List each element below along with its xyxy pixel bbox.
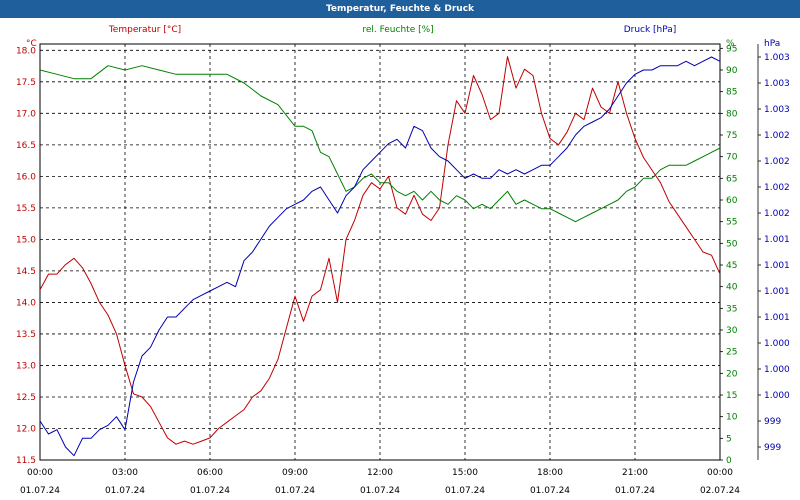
series-line-humidity xyxy=(39,65,721,223)
pressure-tick-label: 1.002 xyxy=(764,131,790,141)
x-tick-time: 00:00 xyxy=(707,468,733,478)
pressure-tick-label: 999 xyxy=(764,443,781,453)
x-tick-time: 09:00 xyxy=(282,468,308,478)
x-tick-time: 03:00 xyxy=(112,468,138,478)
pressure-tick-label: 1.002 xyxy=(764,209,790,219)
x-tick-date: 01.07.24 xyxy=(105,486,145,496)
humidity-tick-label: 40 xyxy=(726,283,738,293)
temperature-unit-label: °C xyxy=(26,39,37,49)
x-tick-date: 01.07.24 xyxy=(530,486,570,496)
temperature-tick-label: 12.0 xyxy=(16,424,36,434)
pressure-tick-label: 1.001 xyxy=(764,313,790,323)
pressure-axis-label: Druck [hPa] xyxy=(624,25,677,35)
humidity-tick-label: 5 xyxy=(726,434,732,444)
pressure-tick-label: 1.003 xyxy=(764,53,790,63)
series-line-pressure xyxy=(39,56,721,457)
x-tick-date: 01.07.24 xyxy=(190,486,230,496)
humidity-tick-label: 45 xyxy=(726,261,737,271)
x-tick-time: 06:00 xyxy=(197,468,223,478)
humidity-tick-label: 15 xyxy=(726,391,737,401)
pressure-tick-label: 1.002 xyxy=(764,183,790,193)
pressure-unit-label: hPa xyxy=(764,39,780,49)
temperature-tick-label: 15.0 xyxy=(16,235,36,245)
humidity-tick-label: 90 xyxy=(726,66,738,76)
x-tick-time: 12:00 xyxy=(367,468,393,478)
temperature-tick-label: 13.0 xyxy=(16,361,36,371)
humidity-tick-label: 0 xyxy=(726,456,732,466)
x-tick-date: 01.07.24 xyxy=(20,486,60,496)
humidity-tick-label: 50 xyxy=(726,239,738,249)
x-tick-time: 18:00 xyxy=(537,468,563,478)
humidity-tick-label: 65 xyxy=(726,174,737,184)
x-tick-time: 15:00 xyxy=(452,468,478,478)
pressure-tick-label: 1.000 xyxy=(764,339,790,349)
pressure-tick-label: 1.001 xyxy=(764,287,790,297)
humidity-unit-label: % xyxy=(726,39,735,49)
temperature-tick-label: 16.0 xyxy=(16,172,36,182)
humidity-tick-label: 25 xyxy=(726,348,737,358)
chart-area: 11.5 12.0 12.5 13.0 13.5 14.0 14.5 15.0 15.5 16.0… xyxy=(16,25,790,496)
x-tick-date: 01.07.24 xyxy=(615,486,655,496)
x-tick-date: 01.07.24 xyxy=(445,486,485,496)
temperature-axis-label: Temperatur [°C] xyxy=(108,25,181,35)
temperature-tick-label: 16.5 xyxy=(16,141,36,151)
x-tick-date: 01.07.24 xyxy=(275,486,315,496)
humidity-tick-label: 85 xyxy=(726,88,737,98)
humidity-tick-label: 80 xyxy=(726,109,738,119)
temperature-tick-label: 12.5 xyxy=(16,393,36,403)
temperature-tick-label: 13.5 xyxy=(16,330,36,340)
humidity-tick-label: 60 xyxy=(726,196,738,206)
humidity-tick-label: 95 xyxy=(726,44,737,54)
pressure-tick-label: 999 xyxy=(764,417,781,427)
pressure-tick-label: 1.001 xyxy=(764,235,790,245)
humidity-tick-label: 10 xyxy=(726,413,738,423)
x-tick-date: 01.07.24 xyxy=(360,486,400,496)
humidity-tick-label: 35 xyxy=(726,304,737,314)
humidity-tick-label: 70 xyxy=(726,153,738,163)
humidity-tick-label: 30 xyxy=(726,326,738,336)
temperature-tick-label: 17.5 xyxy=(16,78,36,88)
humidity-tick-label: 20 xyxy=(726,369,738,379)
x-tick-time: 00:00 xyxy=(27,468,53,478)
pressure-tick-label: 1.003 xyxy=(764,105,790,115)
pressure-tick-label: 1.000 xyxy=(764,391,790,401)
humidity-axis-label: rel. Feuchte [%] xyxy=(362,25,433,35)
pressure-tick-label: 1.002 xyxy=(764,157,790,167)
temperature-tick-label: 11.5 xyxy=(16,456,36,466)
temperature-tick-label: 14.5 xyxy=(16,267,36,277)
temperature-tick-label: 15.5 xyxy=(16,204,36,214)
temperature-tick-label: 17.0 xyxy=(16,109,36,119)
temperature-tick-label: 18.0 xyxy=(16,46,36,56)
x-tick-time: 21:00 xyxy=(622,468,648,478)
pressure-tick-label: 1.001 xyxy=(764,261,790,271)
x-tick-date: 02.07.24 xyxy=(700,486,740,496)
chart-title: Temperatur, Feuchte & Druck xyxy=(0,0,800,18)
temperature-tick-label: 14.0 xyxy=(16,298,36,308)
humidity-tick-label: 55 xyxy=(726,218,737,228)
humidity-tick-label: 75 xyxy=(726,131,737,141)
pressure-tick-label: 1.000 xyxy=(764,365,790,375)
pressure-tick-label: 1.003 xyxy=(764,79,790,89)
